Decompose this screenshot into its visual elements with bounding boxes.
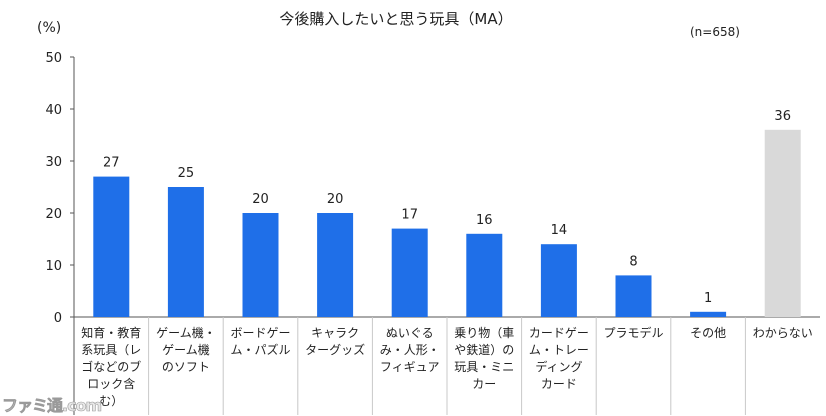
y-tick-label: 40 <box>45 103 62 118</box>
x-tick-label: ターグッズ <box>305 342 365 357</box>
x-tick-label: ゴなどのブ <box>81 359 141 374</box>
data-label: 25 <box>178 166 195 181</box>
x-tick-label: 知育・教育 <box>81 325 141 340</box>
data-label: 20 <box>327 192 344 207</box>
bar <box>242 213 279 317</box>
x-tick-label: 乗り物（車 <box>454 326 514 340</box>
data-label: 1 <box>704 291 712 306</box>
bar <box>466 233 503 317</box>
x-tick-label: ム・パズル <box>230 342 290 357</box>
data-label: 36 <box>774 109 791 124</box>
x-tick-label: ボードゲー <box>230 326 290 340</box>
data-label: 27 <box>103 156 120 171</box>
x-tick-label: カードゲー <box>529 326 589 340</box>
x-tick-label: み・人形・ <box>380 343 440 357</box>
x-tick-label: ゲーム機・ <box>156 325 216 340</box>
y-tick-label: 10 <box>45 259 62 274</box>
x-tick-label: ゲーム機 <box>162 342 210 357</box>
x-tick-label: む） <box>99 394 123 408</box>
y-tick-label: 0 <box>54 311 62 326</box>
watermark-logo: ファミ通.com <box>2 396 103 416</box>
x-tick-label: カード <box>541 377 577 391</box>
data-label: 17 <box>401 208 418 223</box>
bars: 27 25 20 20 17 16 14 8 1 36 <box>93 109 801 317</box>
bar <box>764 129 801 317</box>
x-tick-label: ロック含 <box>87 376 135 391</box>
bar <box>167 187 204 317</box>
y-tick-label: 30 <box>45 155 62 170</box>
bar <box>93 176 130 317</box>
x-tick-label: ぬいぐる <box>386 326 434 340</box>
data-label: 14 <box>551 223 568 238</box>
y-tick-label: 20 <box>45 207 62 222</box>
x-tick-label: その他 <box>690 326 726 340</box>
x-tick-label: プラモデル <box>603 325 663 340</box>
x-tick-label: ディング <box>535 359 582 374</box>
data-label: 20 <box>252 192 269 207</box>
x-tick-label: 玩具・ミニ <box>454 360 514 374</box>
x-tick-label: のソフト <box>162 360 210 374</box>
x-tick-label: ム・トレー <box>529 343 589 357</box>
x-tick-label: キャラク <box>311 326 359 340</box>
chart-title: 今後購入したいと思う玩具（MA） <box>279 10 512 28</box>
x-tick-label: フィギュア <box>380 360 440 374</box>
bar <box>391 228 428 317</box>
bar <box>690 311 727 317</box>
x-tick-label: や鉄道）の <box>454 342 514 357</box>
y-tick-label: 50 <box>45 51 62 66</box>
x-tick-label: カー <box>472 377 496 391</box>
data-label: 16 <box>476 213 493 228</box>
bar <box>317 213 354 317</box>
sample-size-note: (n=658) <box>690 25 740 39</box>
data-label: 8 <box>629 254 637 269</box>
bar <box>615 275 652 317</box>
x-tick-label: わからない <box>753 326 813 340</box>
y-axis-unit-label: (%) <box>37 20 61 36</box>
bar <box>540 244 577 317</box>
x-tick-label: 系玩具（レ <box>81 343 141 357</box>
